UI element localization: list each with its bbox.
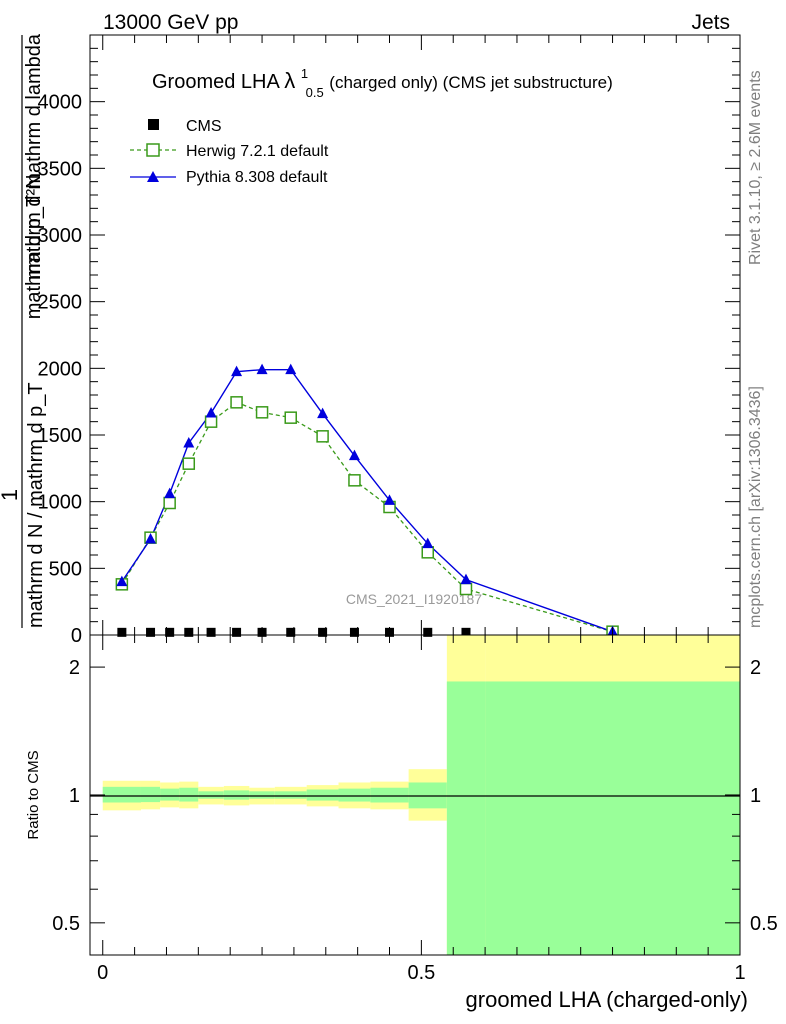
herwig-point [255,406,269,419]
main-y-tick-label: 1000 [38,492,83,514]
ratio-band-inner [338,788,371,802]
pythia-point [116,575,128,587]
ratio-band-inner [446,681,486,955]
pythia-point [460,573,472,585]
cms-point [349,627,359,637]
x-axis-ticks: 0 0.5 1 [97,35,746,984]
herwig-point [421,546,434,559]
pythia-series-line [121,368,613,633]
header-right: Jets [691,11,730,34]
ratio-band-inner [160,788,180,801]
pythia-point [145,533,157,544]
pythia-point [317,407,329,419]
cms-point [206,627,216,637]
pythia-point [285,363,297,375]
pythia-point [164,487,176,499]
x-tick-label: 0 [97,962,108,984]
herwig-point [163,496,176,510]
pythia-point [256,363,268,375]
ratio-y-tick-label: 2 [69,657,80,679]
cms-point [318,627,328,637]
title-prefix: Groomed LHA [152,71,284,93]
ratio-panel: 0.5 0.51 12 2 0 0.5 1 [52,35,778,984]
main-panel: 0 500 1000 1500 2000 2500 3000 3500 4000 CMS_202… [38,34,741,647]
plot-title: Groomed LHA λ 1 0.5 (charged only) (CMS … [152,61,613,102]
x-tick-label: 1 [734,962,745,984]
pythia-point [183,437,195,448]
pythia-point [231,365,243,377]
ratio-band-inner [274,791,307,799]
main-y-tick-label: 2500 [38,292,83,314]
ratio-bands [102,635,740,955]
ratio-band-inner [102,786,141,803]
ratio-y-tick-label: 1 [69,785,80,807]
ratio-band-inner [249,791,275,799]
title-sup: 1 [301,66,308,81]
pythia-point [422,537,434,549]
ratio-y-ticks: 0.5 0.5 1 1 2 2 [52,657,778,935]
ratio-band-inner [370,787,409,803]
cms-point [165,627,175,637]
ratio-y-tick-label: 0.5 [52,913,80,935]
main-y-tick-label: 0 [71,625,82,647]
cms-point [423,627,433,637]
cms-point [184,627,194,637]
ratio-y-axis-label: Ratio to CMS [25,750,42,839]
mcplots-label: mcplots.cern.ch [arXiv:1306.3436] [747,386,764,628]
main-y-tick-label: 500 [49,558,82,580]
ratio-band-inner [223,790,250,800]
herwig-point [230,396,243,409]
main-y-tick-label: 4000 [38,92,83,114]
cms-point [232,627,242,637]
ylabel-line2: mathrm d p_T mathrm d lambda [23,33,45,319]
pythia-point [205,407,217,418]
legend-herwig-marker [146,143,160,157]
rivet-version-label: Rivet 3.1.10, ≥ 2.6M events [747,70,764,265]
herwig-point [204,415,218,428]
cms-point [461,627,471,637]
header-left: 13000 GeV pp [103,11,238,34]
legend-pythia-label: Pythia 8.308 default [186,169,328,186]
legend-cms-marker [148,119,159,130]
herwig-point [316,430,329,443]
pythia-point [348,449,360,461]
ylabel-line1: mathrm d²N [23,174,45,280]
x-tick-label: 0.5 [407,962,435,984]
legend: CMS Herwig 7.2.1 default Pythia 8.308 de… [130,118,329,186]
title-sub: 0.5 [306,85,324,100]
legend-cms-label: CMS [186,118,222,135]
ratio-y-tick-label-right: 2 [750,657,761,679]
legend-herwig-label: Herwig 7.2.1 default [186,143,329,160]
x-axis-label: groomed LHA (charged-only) [466,987,748,1012]
ratio-band-inner [140,786,161,803]
cms-point [117,627,127,637]
cms-point [146,627,156,637]
herwig-point [182,457,196,470]
title-lambda: λ [284,68,295,93]
legend-pythia-marker [147,171,159,182]
ratio-y-tick-label-right: 1 [750,785,761,807]
cms-point [286,627,296,637]
main-y-tick-label: 3500 [38,158,83,180]
herwig-point [459,582,473,596]
main-y-axis-label: mathrm d²N mathrm d p_T mathrm d lambda … [0,33,47,628]
ylabel-frac-den: mathrm d N / mathrm d p_T [25,382,47,628]
ratio-y-tick-label-right: 0.5 [750,913,778,935]
ratio-band-inner [179,787,199,802]
herwig-point [284,411,297,424]
title-suffix: (charged only) (CMS jet substructure) [329,73,612,92]
main-y-ticks: 0 500 1000 1500 2000 2500 3000 3500 4000 [38,47,740,647]
ratio-band-inner [485,681,740,955]
main-y-tick-label: 1500 [38,425,83,447]
herwig-point [348,474,361,487]
ylabel-frac-num: 1 [0,489,22,501]
main-y-tick-label: 3000 [38,225,83,247]
ratio-band-inner [306,789,339,801]
analysis-watermark: CMS_2021_I1920187 [346,591,482,607]
ratio-band-inner [198,791,224,799]
main-y-tick-label: 2000 [38,358,83,380]
pythia-point [384,494,396,505]
